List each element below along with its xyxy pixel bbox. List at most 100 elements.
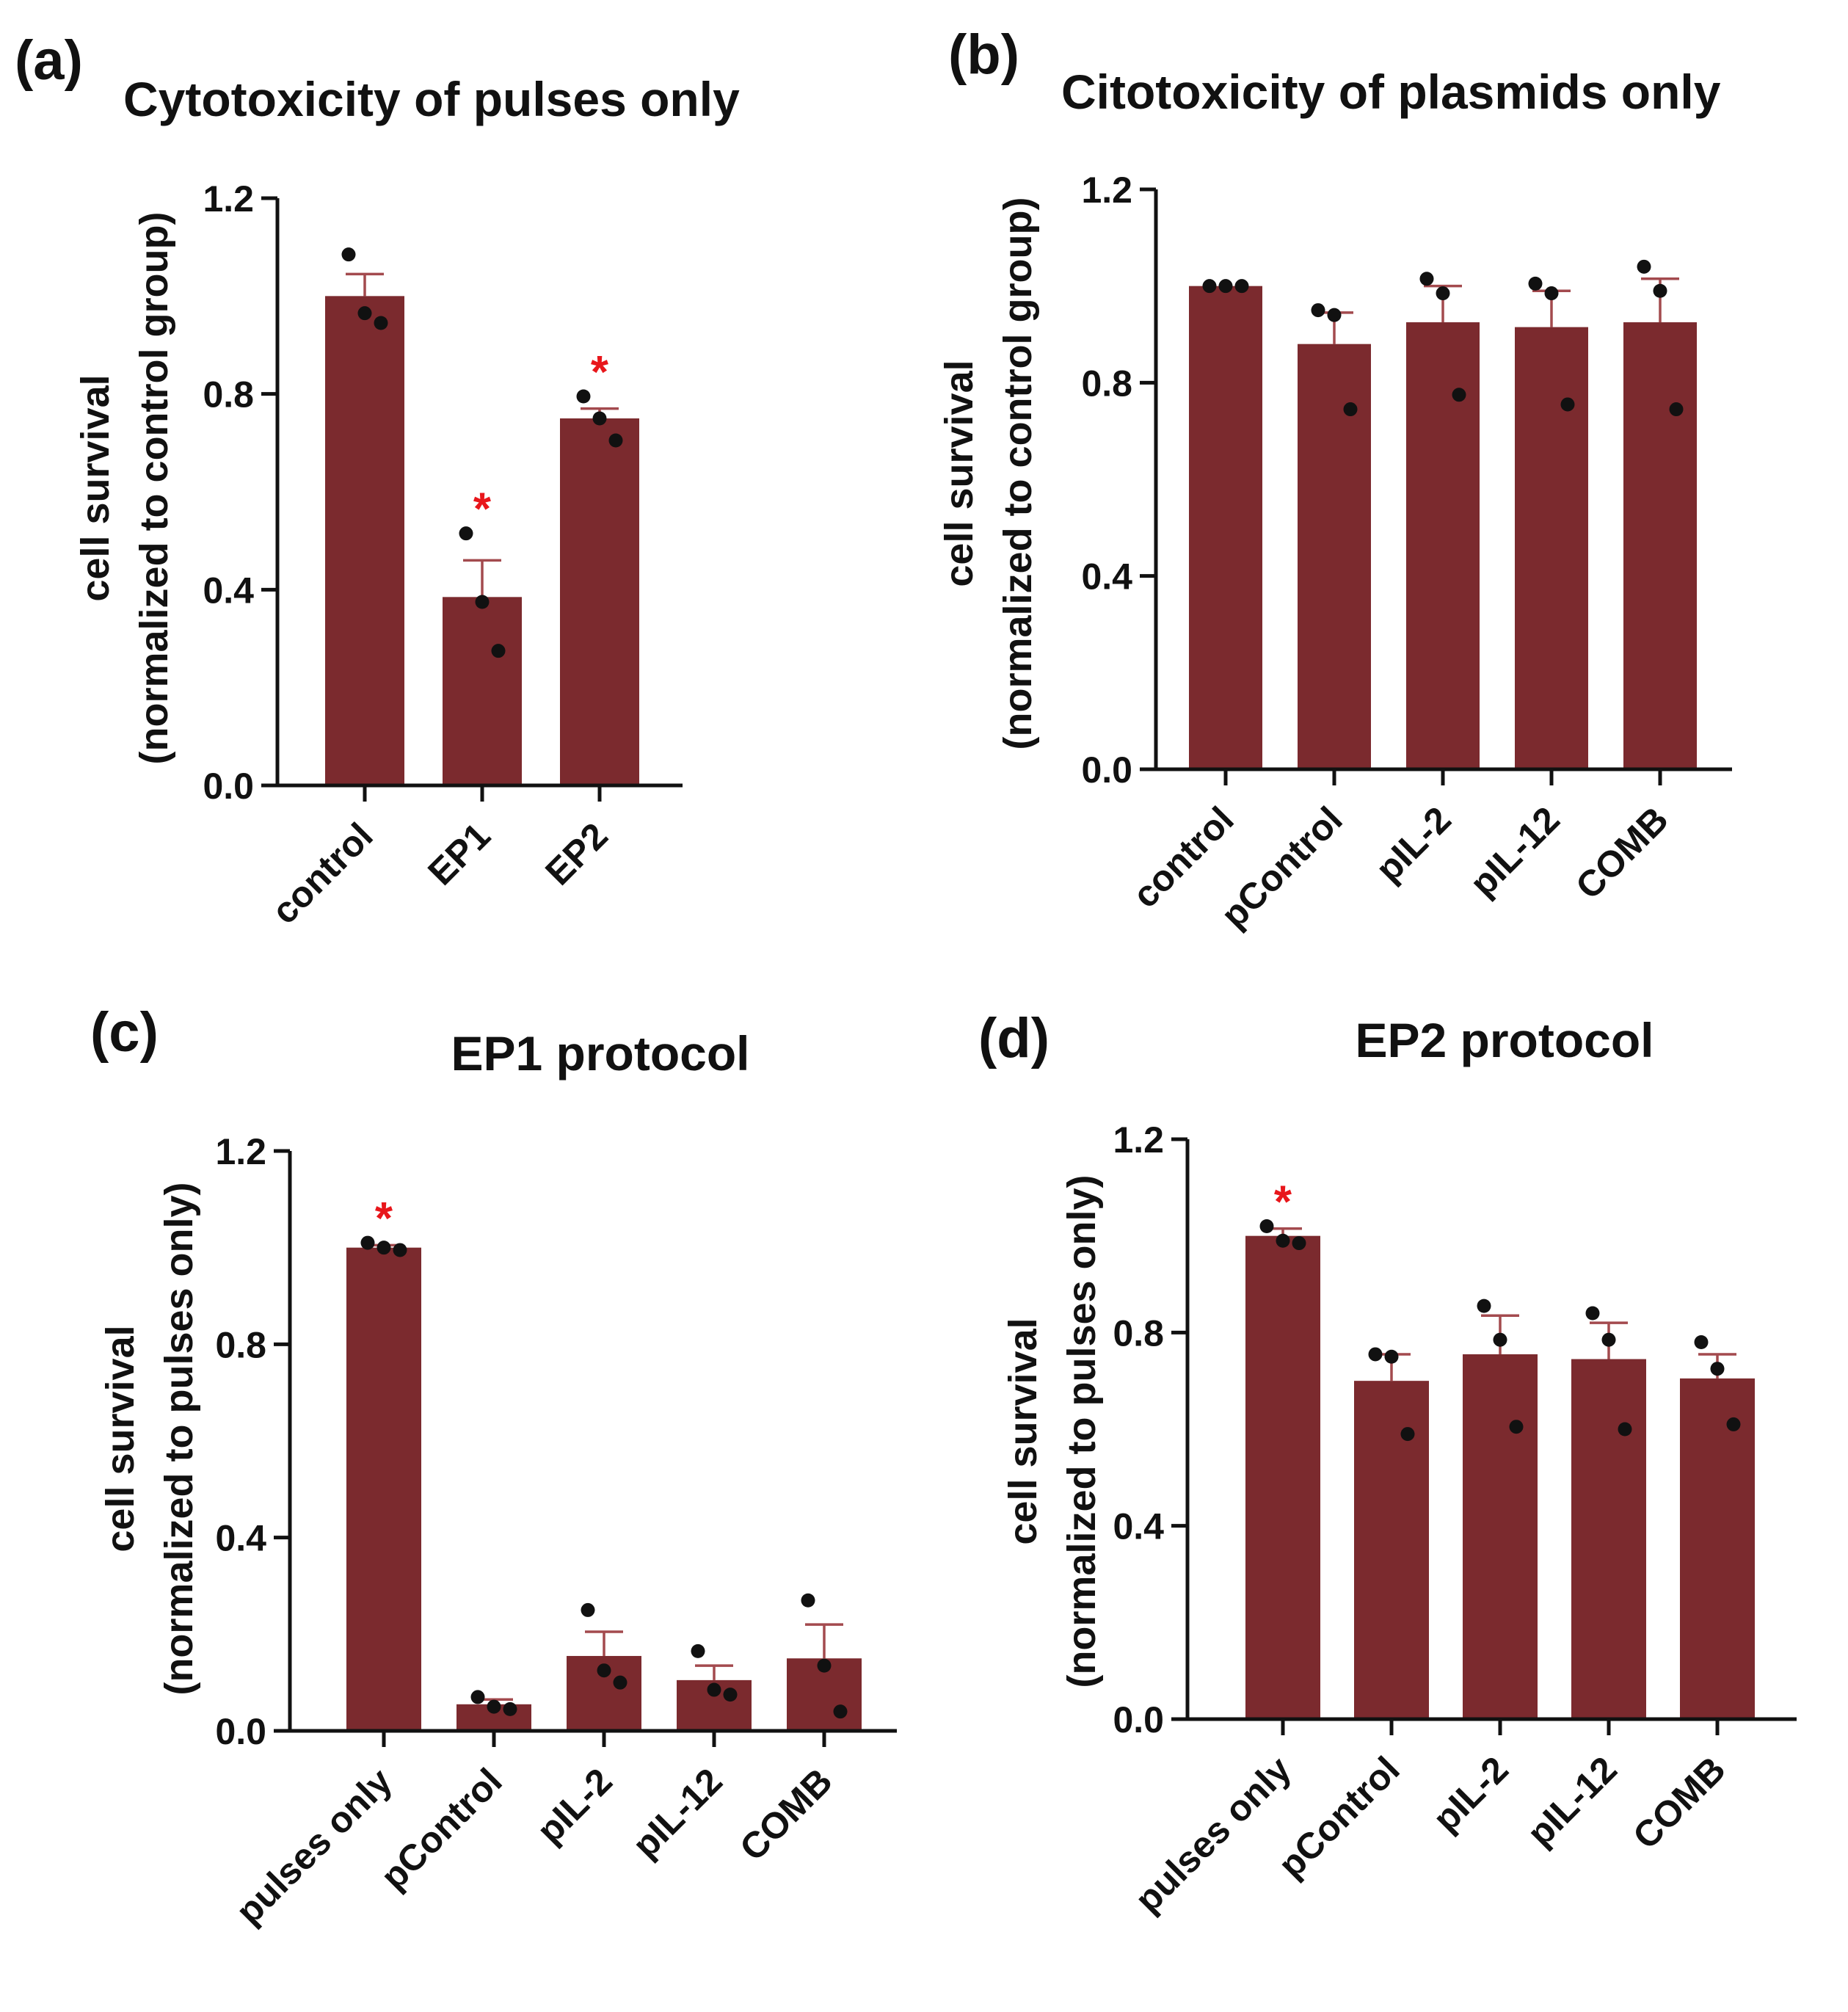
- x-tick-label: pIL-12: [625, 1760, 730, 1866]
- x-tick-label: COMB: [1625, 1748, 1734, 1857]
- data-point: [1601, 1332, 1616, 1347]
- y-tick-label: 0.4: [203, 570, 254, 611]
- bar-control: [1189, 286, 1262, 770]
- data-point: [592, 411, 607, 426]
- data-point: [1637, 259, 1651, 274]
- data-point: [1343, 402, 1358, 417]
- data-point: [1653, 283, 1667, 298]
- bar-comb: [1623, 322, 1697, 770]
- x-tick-label: pIL-2: [529, 1760, 620, 1851]
- data-point: [691, 1644, 705, 1658]
- data-point: [1726, 1417, 1741, 1431]
- bar-comb: [1680, 1378, 1755, 1719]
- plot-area: 0.0 0.4 0.8 1.2 control * EP1 * EP2: [203, 178, 683, 932]
- data-point: [1292, 1236, 1306, 1251]
- x-tick-label: pControl: [373, 1760, 510, 1897]
- significance-marker: *: [591, 347, 609, 398]
- data-point: [487, 1699, 501, 1714]
- y-axis-sublabel: (normalized to control group): [132, 212, 176, 765]
- x-tick-label: pIL-2: [1368, 799, 1459, 890]
- bar-pil-2: [1463, 1354, 1538, 1719]
- bar-control: [325, 296, 404, 785]
- x-tick-label: COMB: [732, 1760, 840, 1869]
- panel-title: Citotoxicity of plasmids only: [1061, 65, 1721, 119]
- y-tick-label: 0.8: [203, 374, 254, 415]
- data-point: [1585, 1306, 1600, 1321]
- data-point: [576, 389, 591, 404]
- panel-c: (c) EP1 protocol cell survival (normaliz…: [90, 1001, 897, 1932]
- y-tick-label: 0.0: [215, 1711, 266, 1752]
- y-tick-label: 0.0: [1081, 749, 1132, 791]
- data-point: [817, 1658, 832, 1673]
- data-point: [1311, 303, 1325, 318]
- significance-marker: *: [375, 1194, 393, 1244]
- y-tick-label: 1.2: [1081, 170, 1132, 211]
- x-tick-label: EP2: [537, 815, 615, 893]
- data-point: [341, 247, 356, 262]
- panel-label: (d): [978, 1007, 1049, 1069]
- bar-pcontrol: [1354, 1381, 1429, 1719]
- panel-title: EP1 protocol: [451, 1026, 749, 1081]
- y-tick-label: 1.2: [203, 178, 254, 219]
- y-axis-label: cell survival: [73, 374, 117, 601]
- data-point: [1560, 397, 1575, 412]
- y-tick-label: 0.8: [1113, 1312, 1164, 1354]
- y-tick-label: 0.0: [1113, 1699, 1164, 1740]
- x-tick-label: pulses only: [228, 1760, 400, 1932]
- x-tick-label: control: [263, 815, 380, 931]
- bar-pil-2: [1406, 322, 1480, 770]
- bar-ep1: [443, 597, 522, 785]
- data-point: [1234, 279, 1249, 294]
- data-point: [1400, 1427, 1415, 1442]
- data-point: [723, 1688, 738, 1702]
- panel-label: (c): [90, 1001, 159, 1064]
- data-point: [1259, 1219, 1274, 1233]
- y-axis-label: cell survival: [1001, 1318, 1045, 1544]
- y-tick-label: 0.8: [1081, 363, 1132, 404]
- data-point: [1710, 1362, 1725, 1376]
- data-point: [470, 1690, 485, 1704]
- y-axis-sublabel: (normalized to pulses only): [1060, 1174, 1104, 1688]
- data-point: [1694, 1335, 1709, 1349]
- panel-b: (b) Citotoxicity of plasmids only cell s…: [937, 23, 1732, 936]
- bar-ep2: [560, 418, 639, 785]
- data-point: [1493, 1332, 1507, 1347]
- y-tick-label: 0.4: [215, 1518, 266, 1559]
- data-point: [357, 306, 372, 321]
- data-point: [1384, 1349, 1399, 1364]
- panel-title: EP2 protocol: [1355, 1013, 1654, 1067]
- panel-a: (a) Cytotoxicity of pulses only cell sur…: [15, 29, 740, 932]
- data-point: [1436, 286, 1450, 301]
- data-point: [1669, 402, 1684, 417]
- data-point: [1218, 279, 1233, 294]
- bar-pulses-only: [346, 1247, 421, 1731]
- bar-pcontrol: [1298, 344, 1371, 770]
- x-tick-label: pControl: [1270, 1748, 1408, 1886]
- y-tick-label: 1.2: [215, 1131, 266, 1172]
- y-tick-label: 0.8: [215, 1324, 266, 1365]
- y-axis-sublabel: (normalized to pulses only): [157, 1182, 201, 1695]
- y-tick-label: 0.0: [203, 766, 254, 807]
- data-point: [393, 1243, 407, 1257]
- data-point: [1528, 276, 1543, 291]
- data-point: [1368, 1347, 1383, 1362]
- data-point: [707, 1682, 721, 1697]
- data-point: [459, 526, 473, 541]
- x-tick-label: COMB: [1568, 799, 1676, 907]
- x-tick-label: pulses only: [1127, 1748, 1299, 1920]
- data-point: [801, 1593, 815, 1608]
- panel-title: Cytotoxicity of pulses only: [123, 72, 740, 126]
- data-point: [491, 644, 506, 658]
- data-point: [475, 595, 490, 609]
- data-point: [1618, 1422, 1632, 1437]
- x-tick-label: pIL-2: [1425, 1748, 1516, 1840]
- data-point: [360, 1235, 375, 1250]
- data-point: [376, 1241, 391, 1255]
- data-point: [1202, 279, 1217, 294]
- x-tick-label: pControl: [1213, 799, 1350, 936]
- data-point: [581, 1602, 595, 1617]
- data-point: [1419, 272, 1434, 286]
- data-point: [1276, 1233, 1290, 1248]
- data-point: [608, 433, 623, 448]
